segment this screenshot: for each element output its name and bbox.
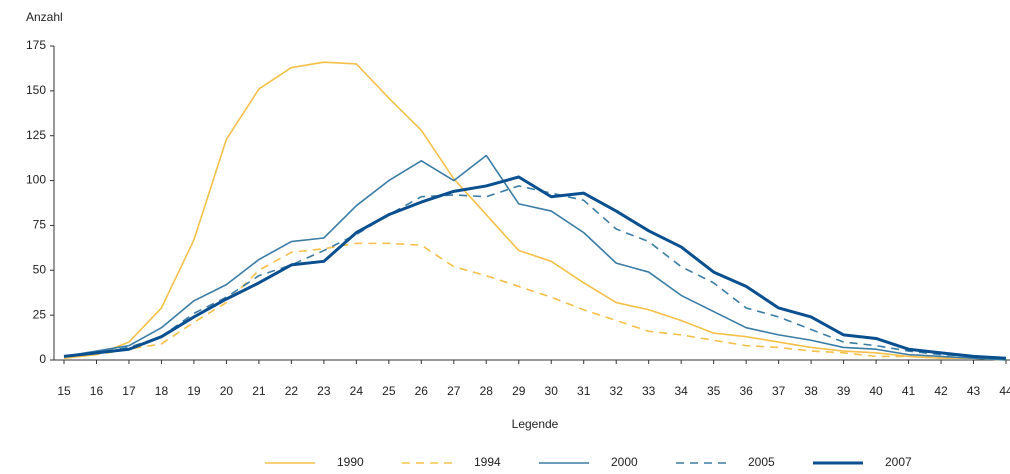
series-line bbox=[63, 242, 1007, 361]
legend-label: 1990 bbox=[337, 455, 364, 469]
y-tick-label: 25 bbox=[33, 307, 47, 321]
x-tick-label: 35 bbox=[707, 384, 721, 398]
x-tick-label: 22 bbox=[285, 384, 299, 398]
x-tick-label: 43 bbox=[967, 384, 981, 398]
x-axis-label: Legende bbox=[512, 417, 559, 431]
series-line bbox=[63, 154, 1007, 361]
y-tick-label: 100 bbox=[26, 173, 46, 187]
x-tick-label: 16 bbox=[90, 384, 104, 398]
x-tick-label: 39 bbox=[837, 384, 851, 398]
series-line bbox=[63, 61, 1007, 361]
x-tick-label: 15 bbox=[57, 384, 71, 398]
x-tick-label: 26 bbox=[415, 384, 429, 398]
x-tick-label: 24 bbox=[350, 384, 364, 398]
y-tick-label: 75 bbox=[33, 218, 47, 232]
legend-label: 2007 bbox=[885, 455, 912, 469]
series-line bbox=[63, 185, 1007, 360]
x-tick-label: 34 bbox=[674, 384, 688, 398]
x-tick-label: 36 bbox=[739, 384, 753, 398]
x-tick-label: 29 bbox=[512, 384, 526, 398]
legend-label: 2005 bbox=[748, 455, 775, 469]
x-tick-label: 20 bbox=[220, 384, 234, 398]
x-tick-label: 25 bbox=[382, 384, 396, 398]
x-tick-label: 17 bbox=[122, 384, 136, 398]
x-tick-label: 37 bbox=[772, 384, 786, 398]
x-tick-label: 21 bbox=[252, 384, 266, 398]
x-tick-label: 44 bbox=[999, 384, 1010, 398]
x-tick-label: 19 bbox=[187, 384, 201, 398]
x-tick-label: 41 bbox=[902, 384, 916, 398]
x-tick-label: 27 bbox=[447, 384, 461, 398]
y-tick-label: 125 bbox=[26, 128, 46, 142]
legend-label: 1994 bbox=[474, 455, 501, 469]
legend-label: 2000 bbox=[611, 455, 638, 469]
x-tick-label: 31 bbox=[577, 384, 591, 398]
x-tick-label: 28 bbox=[480, 384, 494, 398]
x-tick-label: 30 bbox=[545, 384, 559, 398]
x-tick-label: 32 bbox=[610, 384, 624, 398]
y-tick-label: 0 bbox=[39, 352, 46, 366]
series-line bbox=[63, 175, 1007, 360]
x-tick-label: 33 bbox=[642, 384, 656, 398]
x-tick-label: 18 bbox=[155, 384, 169, 398]
y-tick-label: 50 bbox=[33, 262, 47, 276]
x-tick-label: 23 bbox=[317, 384, 331, 398]
y-tick-label: 175 bbox=[26, 38, 46, 52]
x-tick-label: 40 bbox=[869, 384, 883, 398]
x-tick-label: 38 bbox=[804, 384, 818, 398]
y-axis-label: Anzahl bbox=[26, 10, 63, 24]
y-tick-label: 150 bbox=[26, 83, 46, 97]
x-tick-label: 42 bbox=[934, 384, 948, 398]
